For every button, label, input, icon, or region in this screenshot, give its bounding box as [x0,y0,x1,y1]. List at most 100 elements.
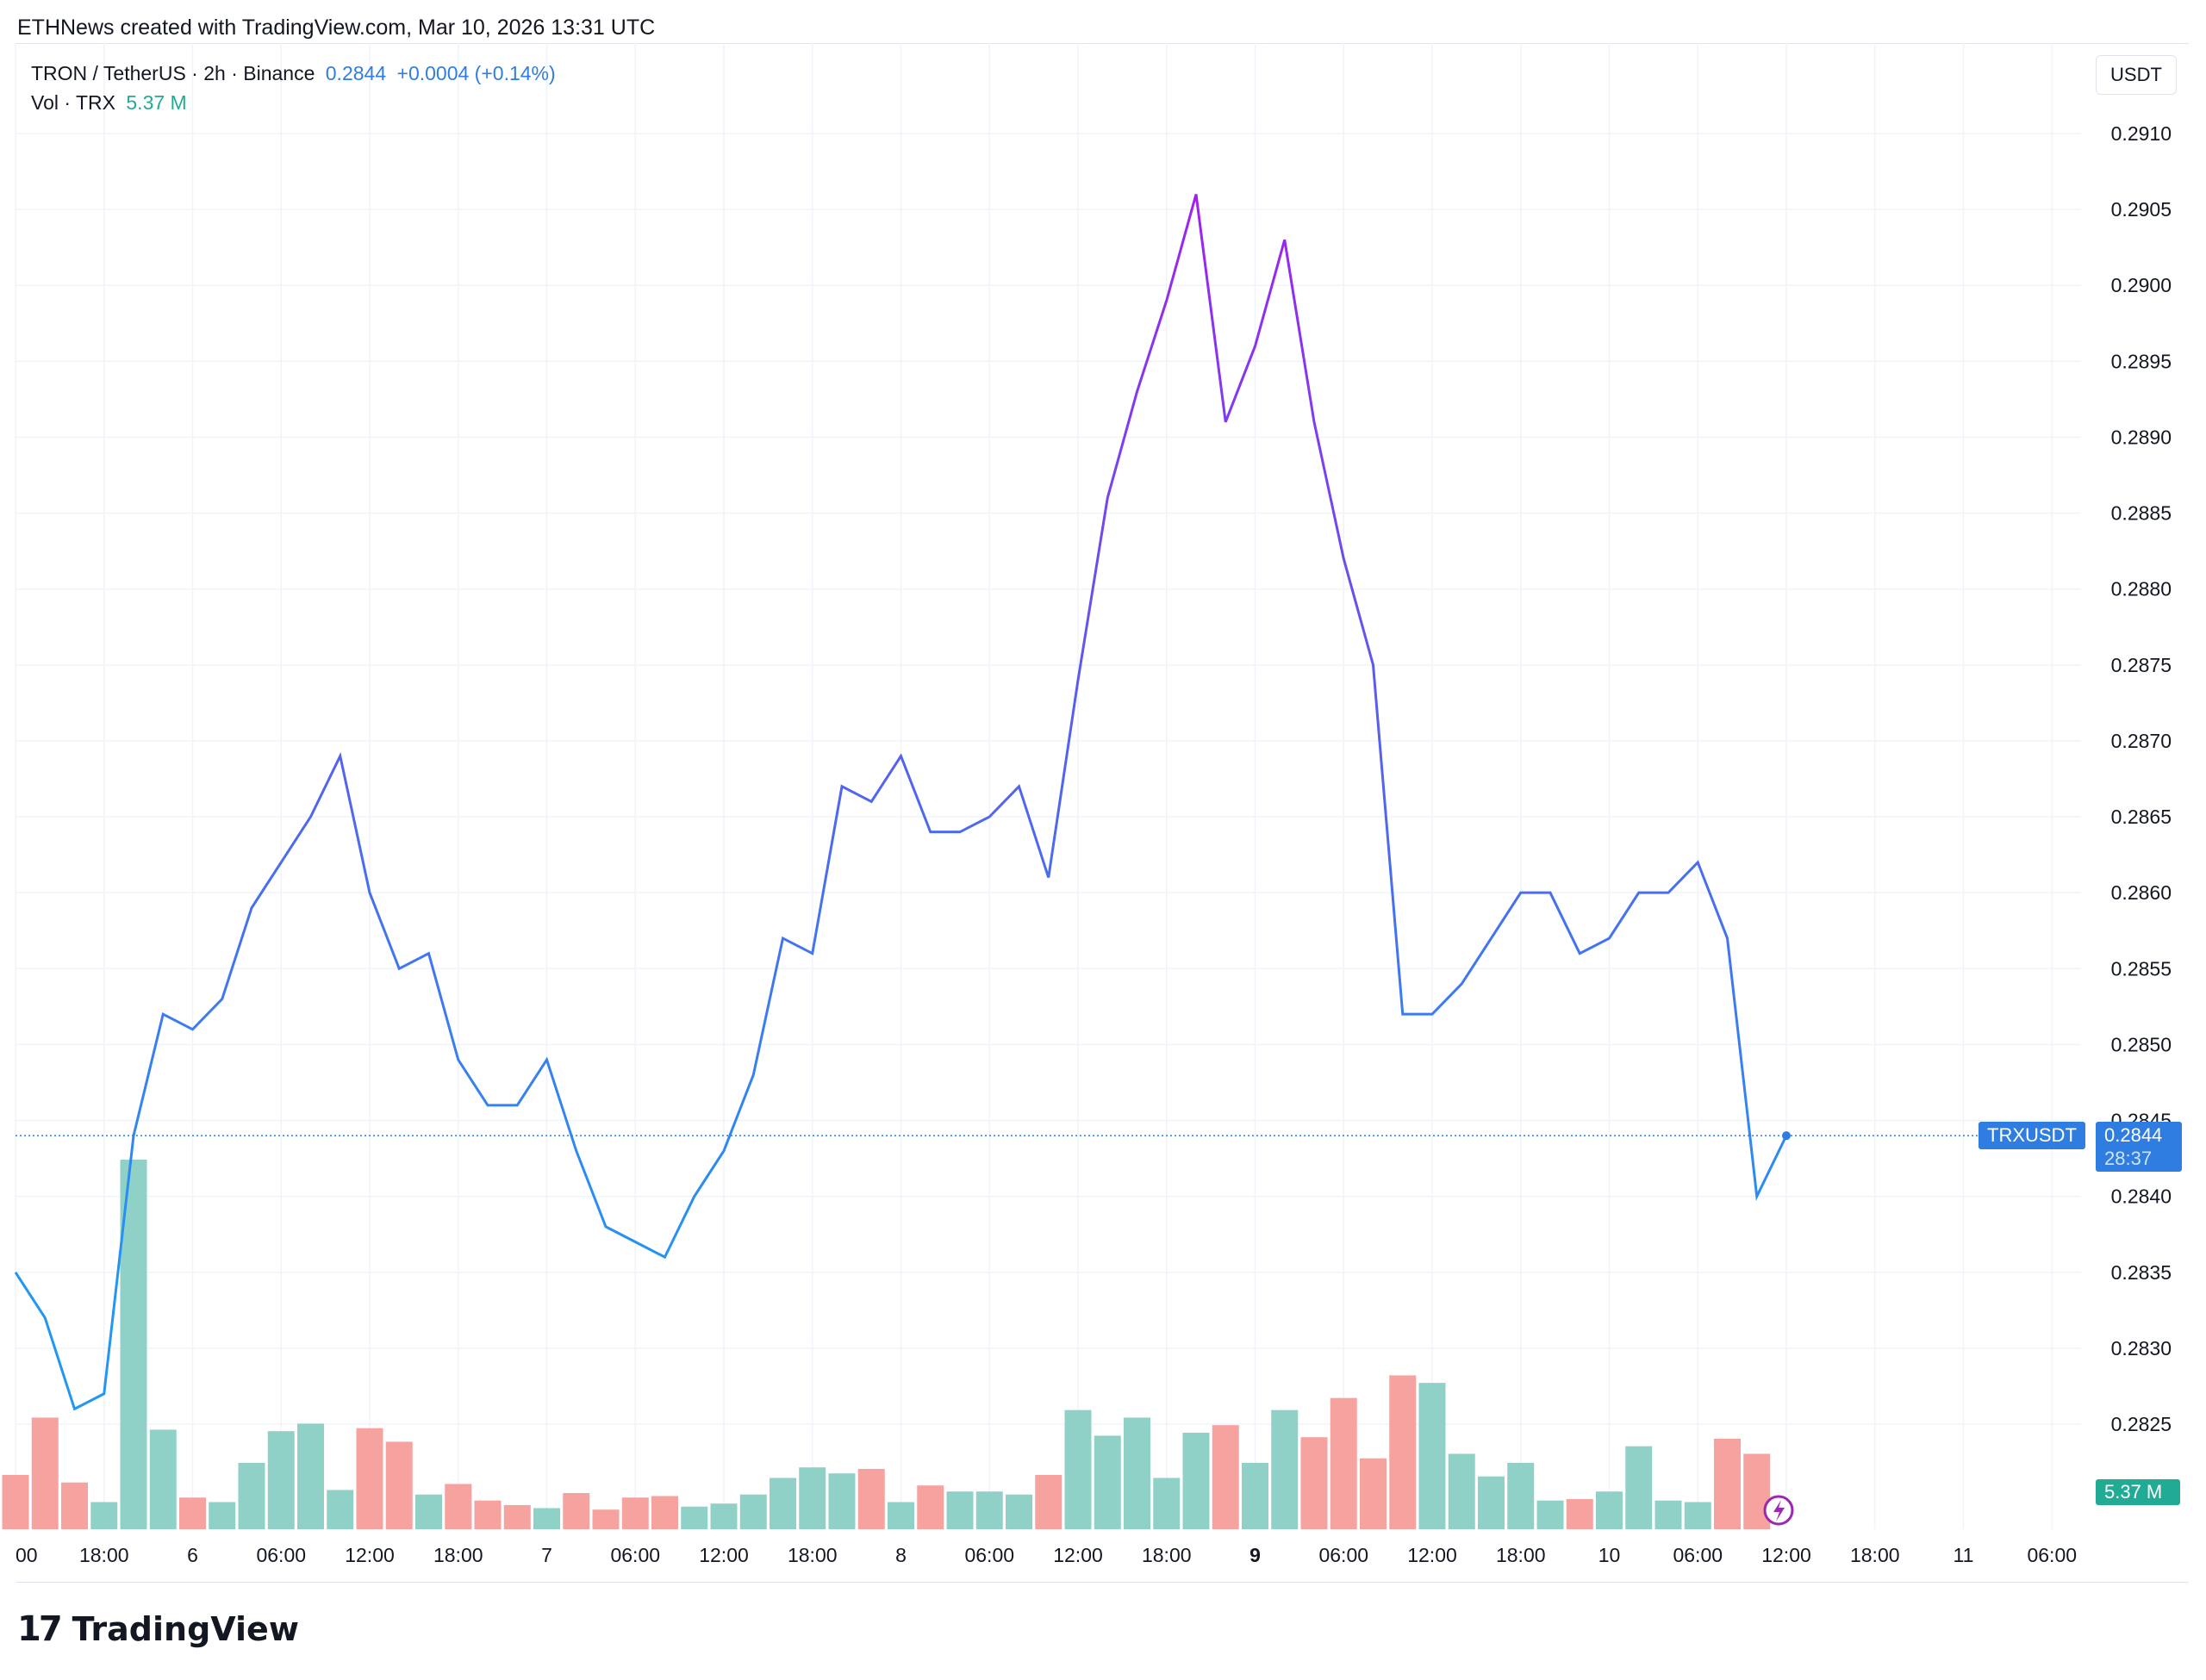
tradingview-logo[interactable]: 17 TradingView [17,1609,299,1649]
volume-bar [1271,1409,1299,1529]
volume-bar [1625,1446,1653,1529]
y-tick-label: 0.2865 [2111,806,2172,828]
y-tick-label: 0.2825 [2111,1413,2172,1435]
last-price-tag: 0.2844 28:37 [2096,1122,2182,1172]
price-line[interactable] [14,194,1788,1411]
volume-bar [31,1417,59,1529]
y-tick-label: 0.2910 [2111,122,2172,145]
x-tick-label: 12:00 [699,1544,749,1566]
volume-bar [238,1462,265,1529]
volume-bar [267,1431,295,1529]
currency-button[interactable]: USDT [2096,55,2177,95]
volume-bar [621,1497,649,1529]
x-tick-label: 06:00 [1673,1544,1723,1566]
volume-bar [356,1428,383,1529]
volume-title[interactable]: Vol · TRX [31,91,115,114]
x-tick-label: 12:00 [345,1544,395,1566]
volume-bar [681,1506,708,1529]
x-tick-label: 12:00 [1761,1544,1811,1566]
lightning-bolt-icon [1773,1500,1785,1521]
volume-bar [474,1500,502,1529]
y-tick-label: 0.2900 [2111,274,2172,296]
x-tick-label: 06:00 [256,1544,306,1566]
symbol-legend[interactable]: TRON / TetherUS · 2h · Binance 0.2844 +0… [31,62,561,85]
price-change: +0.0004 (+0.14%) [396,62,556,84]
volume-bar [651,1496,678,1529]
volume-bar [209,1502,236,1529]
y-tick-label: 0.2870 [2111,730,2172,752]
volume-bar [917,1485,944,1529]
volume-bar [327,1490,354,1529]
volume-bar [90,1502,118,1529]
volume-bar [710,1503,738,1529]
y-tick-label: 0.2850 [2111,1033,2172,1055]
chart-frame [16,43,2189,1583]
volume-bar [1507,1462,1535,1529]
volume-bar [857,1468,885,1529]
volume-bar [1300,1437,1328,1529]
countdown-value: 28:37 [2104,1148,2153,1169]
x-tick-label: 7 [541,1544,552,1566]
attribution-text: ETHNews created with TradingView.com, Ma… [17,16,656,40]
volume-bar [533,1508,560,1529]
volume-bar [739,1494,767,1529]
volume-bar [179,1497,206,1529]
volume-bar [2,1474,29,1529]
volume-bar [1212,1425,1239,1529]
x-tick-label: 11 [1954,1544,1974,1566]
y-tick-label: 0.2835 [2111,1261,2172,1284]
volume-tag: 5.37 M [2096,1479,2180,1505]
x-tick-label: 6 [187,1544,198,1566]
y-tick-label: 0.2885 [2111,502,2172,525]
x-tick-label: 06:00 [1318,1544,1368,1566]
volume-bar [1566,1498,1593,1529]
volume-bar [975,1491,1003,1529]
volume-bar [828,1473,856,1529]
volume-legend[interactable]: Vol · TRX 5.37 M [31,91,192,115]
last-price-dot [1782,1131,1791,1141]
volume-bar [1006,1494,1032,1529]
volume-bar [415,1494,442,1529]
y-tick-label: 0.2830 [2111,1337,2172,1360]
volume-bar [445,1484,472,1529]
volume-bar [1684,1502,1711,1529]
volume-bar [1182,1432,1210,1529]
volume-bar [61,1482,88,1529]
volume-bar [563,1492,590,1529]
volume-bar [1478,1476,1505,1529]
x-tick-label: 8 [895,1544,907,1566]
volume-bar [149,1429,177,1529]
volume-bar [1654,1500,1682,1529]
volume-bar [1094,1435,1121,1529]
x-tick-label: 12:00 [1053,1544,1103,1566]
symbol-price-tag: TRXUSDT [1979,1122,2085,1149]
y-tick-label: 0.2840 [2111,1185,2172,1208]
last-price: 0.2844 [325,62,387,84]
x-tick-label: 06:00 [610,1544,660,1566]
volume-bar [1418,1383,1446,1529]
last-price-tag-value: 0.2844 [2104,1124,2163,1146]
x-tick-label: 18:00 [1496,1544,1546,1566]
volume-bar [297,1423,324,1529]
volume-bar [1153,1478,1181,1529]
symbol-title[interactable]: TRON / TetherUS · 2h · Binance [31,62,315,84]
x-tick-label: 18:00 [1850,1544,1900,1566]
volume-bar [1596,1491,1623,1529]
volume-bar [1330,1397,1357,1529]
volume-bar [1064,1409,1092,1529]
volume-bar [1124,1417,1150,1529]
x-tick-label: 18:00 [433,1544,483,1566]
x-tick-label: 9 [1249,1544,1261,1566]
y-tick-label: 0.2905 [2111,198,2172,221]
tradingview-mark-icon: 17 [17,1609,63,1649]
x-tick-label: 06:00 [2027,1544,2077,1566]
volume-bar [1714,1438,1741,1529]
x-tick-label: 18:00 [1142,1544,1192,1566]
volume-bar [799,1467,826,1529]
y-tick-label: 0.2855 [2111,957,2172,980]
volume-bar [1035,1474,1062,1529]
y-tick-label: 0.2890 [2111,426,2172,448]
volume-bar [1242,1462,1268,1529]
volume-bar [946,1491,974,1529]
